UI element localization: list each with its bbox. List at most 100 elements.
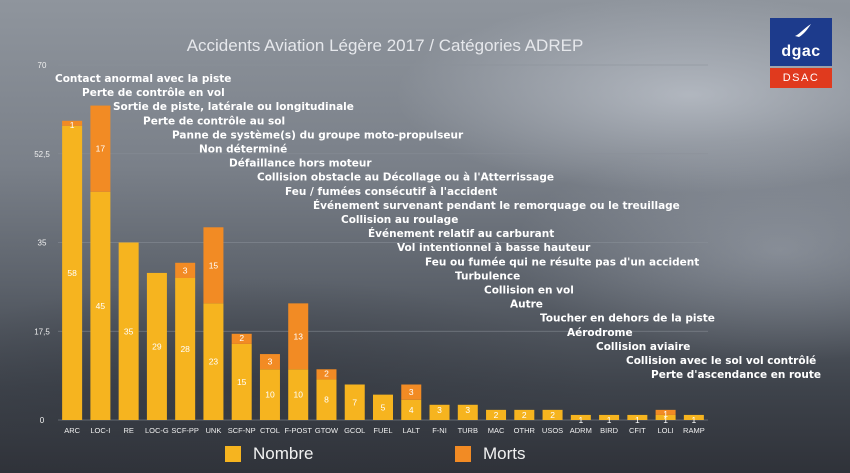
x-tick-label: RE	[123, 426, 133, 435]
x-tick-label: F-NI	[432, 426, 447, 435]
data-label-morts: 2	[324, 368, 329, 378]
bar-nombre	[316, 379, 337, 420]
category-description: Vol intentionnel à basse hauteur	[397, 242, 591, 254]
x-tick-label: LALT	[403, 426, 421, 435]
chart-title: Accidents Aviation Légère 2017 / Catégor…	[186, 36, 584, 55]
data-label-nombre: 35	[124, 326, 134, 336]
data-label-nombre: 23	[209, 357, 219, 367]
x-tick-label: GTOW	[315, 426, 339, 435]
bar-nombre	[373, 394, 393, 420]
data-label-morts: 3	[268, 357, 273, 367]
category-description: Non déterminé	[199, 144, 287, 156]
bar-nombre	[570, 414, 591, 420]
legend-morts: Morts	[455, 443, 526, 465]
y-tick-label: 17,5	[34, 327, 50, 336]
y-tick-label: 0	[40, 416, 45, 425]
data-label-nombre: 1	[663, 415, 668, 425]
x-tick-label: GCOL	[344, 426, 365, 435]
bird-icon	[795, 24, 811, 37]
category-descriptions: Contact anormal avec la piste Perte de co…	[55, 73, 821, 381]
bar-nombre	[118, 242, 139, 420]
x-tick-label: RAMP	[683, 426, 705, 435]
category-description: Collision aviaire	[596, 341, 690, 353]
data-label-nombre: 1	[635, 415, 640, 425]
bar-morts	[401, 384, 422, 400]
category-description: Événement relatif au carburant	[368, 227, 554, 240]
data-label-morts: 15	[209, 260, 219, 270]
category-description: Toucher en dehors de la piste	[540, 313, 715, 325]
x-tick-label: TURB	[458, 426, 478, 435]
bar-nombre	[514, 409, 535, 420]
bar-nombre	[146, 272, 167, 420]
data-label-nombre: 58	[67, 268, 77, 278]
category-description: Perte de contrôle en vol	[82, 87, 225, 99]
bar-morts	[316, 369, 337, 380]
legend-nombre: Nombre	[225, 443, 313, 465]
data-label-nombre: 2	[550, 410, 555, 420]
data-label-nombre: 1	[607, 415, 612, 425]
x-tick-label: LOC-I	[90, 426, 110, 435]
x-tick-label: MAC	[488, 426, 505, 435]
data-label-nombre: 10	[265, 390, 275, 400]
bar-nombre	[599, 414, 620, 420]
bar-morts	[62, 120, 83, 126]
x-tick-label: ARC	[64, 426, 80, 435]
data-label-nombre: 2	[494, 410, 499, 420]
x-tick-label: SCF-NP	[228, 426, 256, 435]
bars: 581ARC4517LOC-I35RE29LOC-G283SCF-PP2315U…	[62, 105, 705, 435]
data-label-nombre: 5	[381, 402, 386, 412]
y-tick-label: 35	[38, 239, 47, 248]
x-tick-label: F-POST	[284, 426, 312, 435]
bar-nombre	[655, 414, 676, 420]
logo-subtext: DSAC	[770, 68, 832, 88]
data-label-nombre: 29	[152, 341, 162, 351]
data-label-nombre: 3	[437, 405, 442, 415]
data-label-nombre: 2	[522, 410, 527, 420]
category-description: Perte de contrôle au sol	[143, 115, 285, 127]
category-description: Collision au roulage	[341, 214, 458, 226]
category-description: Perte d'ascendance en route	[651, 369, 821, 381]
data-label-nombre: 8	[324, 395, 329, 405]
x-tick-label: UNK	[206, 426, 222, 435]
data-label-morts: 13	[293, 331, 303, 341]
x-tick-label: FUEL	[373, 426, 392, 435]
data-label-nombre: 10	[293, 390, 303, 400]
bar-nombre	[344, 384, 365, 420]
y-tick-label: 70	[38, 61, 47, 70]
bar-nombre	[457, 404, 478, 420]
category-description: Collision avec le sol vol contrôlé	[626, 355, 816, 367]
category-description: Collision obstacle au Décollage ou à l'A…	[257, 172, 554, 184]
bar-nombre	[627, 414, 648, 420]
x-tick-label: LOC-G	[145, 426, 169, 435]
x-tick-label: SCF-PP	[171, 426, 199, 435]
category-description: Turbulence	[455, 270, 520, 282]
data-label-morts: 1	[663, 409, 668, 419]
dgac-logo: dgac DSAC	[770, 18, 832, 88]
data-label-nombre: 28	[180, 344, 190, 354]
bar-morts	[90, 105, 111, 192]
x-tick-label: CTOL	[260, 426, 280, 435]
data-label-nombre: 1	[578, 415, 583, 425]
x-tick-label: LOLI	[657, 426, 673, 435]
data-label-nombre: 15	[237, 377, 247, 387]
category-description: Sortie de piste, latérale ou longitudina…	[113, 101, 354, 113]
x-tick-label: USOS	[542, 426, 563, 435]
bar-morts	[655, 409, 676, 415]
legend-swatch-nombre	[225, 446, 241, 462]
data-label-morts: 3	[409, 387, 414, 397]
category-description: Défaillance hors moteur	[229, 158, 372, 170]
data-label-morts: 2	[239, 333, 244, 343]
bar-nombre	[175, 278, 196, 420]
category-description: Contact anormal avec la piste	[55, 73, 231, 85]
x-tick-label: BIRD	[600, 426, 619, 435]
legend-swatch-morts	[455, 446, 471, 462]
data-label-nombre: 3	[465, 405, 470, 415]
y-tick-label: 52,5	[34, 150, 50, 159]
category-description: Autre	[510, 299, 543, 311]
legend-label-nombre: Nombre	[253, 444, 314, 463]
x-tick-label: CFIT	[629, 426, 646, 435]
bar-nombre	[90, 191, 111, 420]
bar-nombre	[231, 343, 252, 420]
x-tick-label: ADRM	[570, 426, 592, 435]
